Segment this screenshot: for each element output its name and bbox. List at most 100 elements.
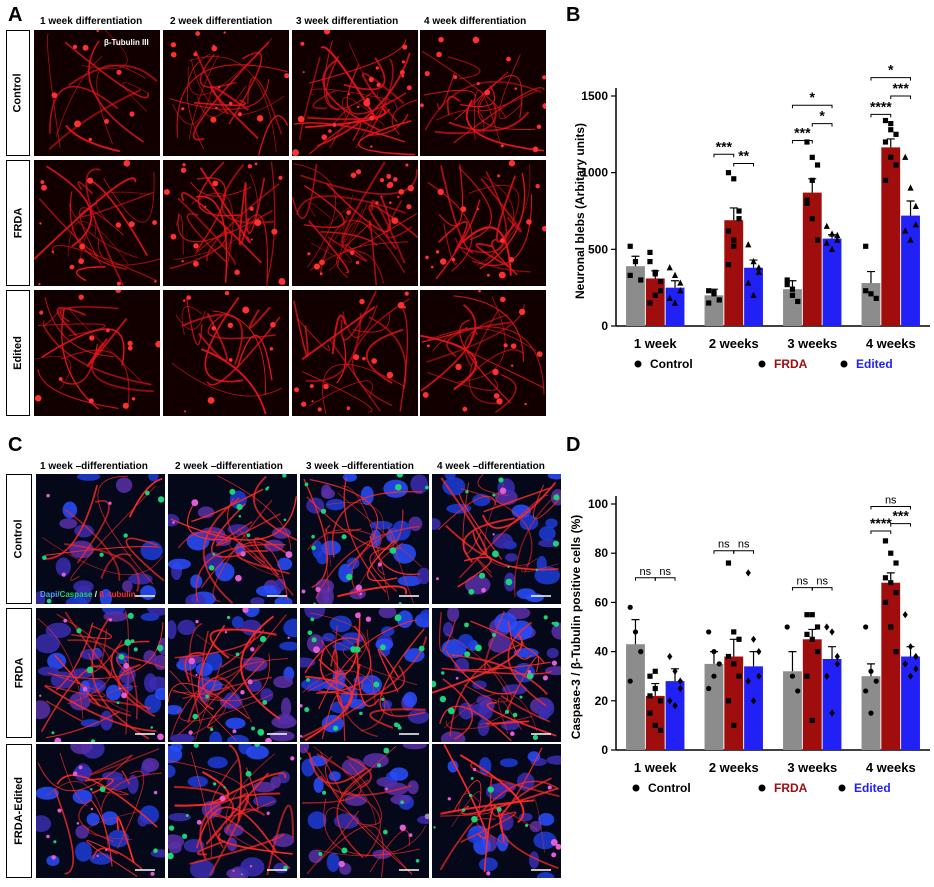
bar <box>822 238 842 326</box>
data-point <box>731 237 737 243</box>
data-point <box>725 560 732 566</box>
data-point <box>716 297 722 303</box>
bar <box>861 283 881 326</box>
data-point <box>868 710 874 716</box>
micrograph-image <box>300 608 429 742</box>
data-point <box>804 631 810 637</box>
x-tick-label: 2 weeks <box>709 760 759 775</box>
data-point <box>809 154 815 160</box>
data-point <box>677 279 684 286</box>
data-point <box>828 230 836 237</box>
micrograph-image <box>34 160 160 286</box>
data-point <box>829 709 835 717</box>
data-point <box>888 580 894 586</box>
significance-label: * <box>888 62 894 78</box>
micrograph-image <box>432 744 561 878</box>
micrograph-image <box>420 160 546 286</box>
data-point <box>736 673 742 679</box>
data-point <box>804 673 810 679</box>
significance-bracket <box>733 550 755 554</box>
data-point <box>809 636 815 642</box>
panel-letter-b: B <box>566 4 581 26</box>
y-tick-label: 0 <box>601 743 608 757</box>
y-tick-label: 100 <box>588 497 608 511</box>
error-bar <box>729 207 738 221</box>
significance-label: ** <box>738 147 749 163</box>
data-point <box>671 299 679 306</box>
data-point <box>893 560 899 566</box>
significance-label: ns <box>738 539 750 551</box>
panel-a-row-label: FRDA <box>6 160 30 286</box>
significance-label: *** <box>794 124 811 140</box>
legend-label: Control <box>650 357 693 371</box>
panel-letter-c: C <box>8 434 23 456</box>
data-point <box>725 698 732 704</box>
legend-label: FRDA <box>774 781 808 795</box>
data-point <box>824 623 830 631</box>
panel-a-col-label: 2 week differentiation <box>170 16 273 27</box>
significance-bracket <box>713 550 735 554</box>
data-point <box>912 202 919 209</box>
data-point <box>882 575 889 581</box>
data-point <box>873 295 879 301</box>
error-bar <box>828 646 837 659</box>
panel-c-stain-label: Dapi/Caspase / ß -tubulin <box>40 590 136 599</box>
x-tick-label: 4 weeks <box>866 760 916 775</box>
data-point <box>907 643 914 651</box>
bar <box>881 582 901 750</box>
data-point <box>725 170 732 176</box>
bar <box>704 663 724 750</box>
significance-label: ns <box>885 494 897 506</box>
data-point <box>882 117 889 124</box>
significance-bracket <box>791 104 833 109</box>
data-point <box>736 216 742 222</box>
data-point <box>657 278 664 285</box>
x-tick-label: 1 week <box>634 336 677 351</box>
significance-bracket <box>654 577 676 581</box>
data-point <box>828 245 836 252</box>
caspase-label: Caspase <box>59 590 93 599</box>
data-point <box>731 661 737 667</box>
data-point <box>736 636 742 642</box>
significance-bracket <box>890 523 912 527</box>
y-tick-label: 1500 <box>581 89 608 103</box>
legend-marker <box>634 360 642 368</box>
data-point <box>731 629 737 635</box>
data-point <box>647 693 653 699</box>
micrograph-image <box>432 608 561 742</box>
significance-bracket <box>890 95 912 99</box>
panel-a-row-label: Edited <box>6 290 30 416</box>
data-point <box>745 569 751 577</box>
bar <box>665 287 685 326</box>
significance-label: *** <box>716 138 733 154</box>
data-point <box>873 678 879 684</box>
legend-marker <box>632 784 640 792</box>
data-point <box>804 139 810 145</box>
y-axis-label: Caspase-3 / β-Tubulin positive cells (%) <box>569 515 583 739</box>
data-point <box>638 277 644 283</box>
panel-a-stain-label: β-Tubulin III <box>104 38 149 47</box>
data-point <box>667 652 673 661</box>
significance-bracket <box>870 505 912 510</box>
data-point <box>893 131 899 137</box>
data-point <box>863 288 869 294</box>
panel-b-svg: 0 500 1000 1500 Neuronal blebs (Arbitary uni… <box>573 62 930 371</box>
significance-label: *** <box>892 508 909 524</box>
data-point <box>893 162 899 168</box>
panel-c-row-label: FRDA-Edited <box>6 744 32 878</box>
error-bar <box>749 651 758 667</box>
data-point <box>893 649 899 655</box>
data-point <box>907 184 914 191</box>
micrograph-image <box>168 608 297 742</box>
data-point <box>814 624 821 630</box>
data-point <box>745 279 752 286</box>
dapi-label: Dapi/ <box>40 590 60 599</box>
bar <box>901 656 920 750</box>
data-point <box>789 673 796 679</box>
y-tick-label: 1000 <box>581 166 608 180</box>
data-point <box>627 604 633 610</box>
data-point <box>823 239 830 246</box>
data-point <box>789 292 796 298</box>
data-point <box>834 231 841 239</box>
x-tick-label: 1 week <box>634 760 677 775</box>
